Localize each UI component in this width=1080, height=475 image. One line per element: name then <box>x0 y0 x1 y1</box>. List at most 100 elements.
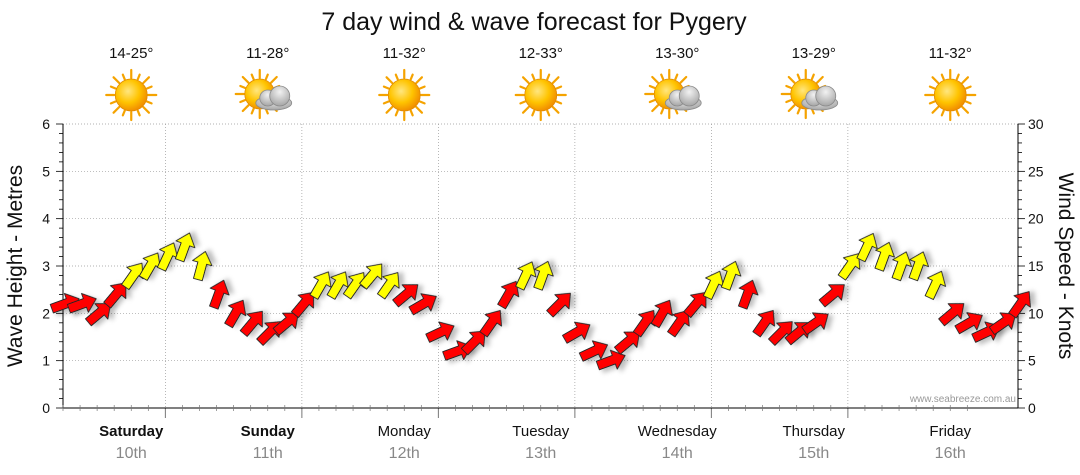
cloud-shape <box>664 85 702 111</box>
wind-arrow <box>856 233 878 263</box>
wind-arrow <box>801 312 829 335</box>
day-date: 16th <box>935 445 966 462</box>
day-header: 11-28° Sunday 11th <box>234 45 296 462</box>
day-name: Wednesday <box>638 423 717 440</box>
y2-tick-label: 15 <box>1028 258 1044 274</box>
wind-arrow <box>533 260 554 291</box>
wind-arrow <box>209 279 230 310</box>
day-header: 14-25° Saturday 10th <box>99 45 164 462</box>
wind-arrow <box>425 321 455 343</box>
y-tick-label: 4 <box>42 211 50 227</box>
day-temperature: 11-32° <box>929 45 972 62</box>
day-temperature: 11-32° <box>383 45 426 62</box>
wind-arrow <box>272 312 299 336</box>
wind-arrow <box>359 263 383 290</box>
wind-arrow <box>683 291 707 318</box>
y-tick-label: 3 <box>42 258 50 274</box>
day-name: Sunday <box>241 423 296 440</box>
wind-arrow <box>924 270 946 300</box>
day-header: 12-33° Tuesday 13th <box>512 45 569 462</box>
wind-arrow <box>562 321 591 344</box>
day-name: Saturday <box>99 423 164 440</box>
day-headers: 14-25° Saturday 10th 11-28° Sunday 11th 11-32°… <box>99 45 977 462</box>
day-temperature: 14-25° <box>109 45 153 62</box>
y-tick-label: 5 <box>42 163 50 179</box>
day-temperature: 13-29° <box>792 45 836 62</box>
y-tick-label: 2 <box>42 305 50 321</box>
y2-tick-label: 30 <box>1028 116 1044 132</box>
sun-icon <box>105 68 158 122</box>
day-header: 11-32° Monday 12th <box>378 45 432 462</box>
wind-arrow <box>291 291 314 318</box>
chart-title: 7 day wind & wave forecast for Pygery <box>321 8 747 36</box>
wind-arrow <box>720 260 742 291</box>
wind-arrow <box>908 251 929 282</box>
day-header: 13-30° Wednesday 14th <box>638 45 717 462</box>
sun-rays <box>924 68 977 122</box>
wind-arrow <box>738 279 759 310</box>
y-tick-label: 6 <box>42 116 50 132</box>
sun-rays <box>378 68 431 122</box>
sun-icon <box>514 68 567 122</box>
wind-arrow <box>392 284 419 308</box>
wind-arrow <box>309 271 332 300</box>
y2-tick-label: 25 <box>1028 163 1044 179</box>
wind-arrow <box>752 310 775 338</box>
wind-arrow <box>174 232 196 263</box>
wind-arrow <box>818 284 845 308</box>
day-name: Tuesday <box>512 423 569 440</box>
wind-arrow <box>667 310 690 338</box>
day-temperature: 13-30° <box>655 45 699 62</box>
y-tick-label: 0 <box>42 400 50 416</box>
day-temperature: 12-33° <box>519 45 563 62</box>
wind-arrow <box>497 280 520 310</box>
wind-arrow <box>1008 291 1031 319</box>
day-name: Friday <box>929 423 971 440</box>
wind-arrow <box>874 241 895 272</box>
day-header: 11-32° Friday 16th <box>924 45 977 462</box>
cloud-shape <box>255 85 293 111</box>
wind-arrow <box>578 340 608 362</box>
y2-tick-label: 0 <box>1028 400 1036 416</box>
day-date: 10th <box>116 445 147 462</box>
wind-arrow <box>938 303 965 327</box>
sun-rays <box>514 68 567 122</box>
sun-icon <box>924 68 977 122</box>
sun-cloud-icon <box>780 68 839 120</box>
wind-arrow <box>768 321 793 346</box>
y2-axis-label: Wind Speed - Knots <box>1054 173 1077 360</box>
wind-arrow <box>837 253 861 281</box>
wind-arrow <box>614 331 641 355</box>
wind-arrow <box>479 310 502 338</box>
wind-arrow <box>460 330 486 356</box>
wind-arrow <box>103 282 127 309</box>
y2-tick-label: 10 <box>1028 305 1044 321</box>
wind-arrow <box>85 303 112 327</box>
wind-arrow <box>891 251 912 282</box>
wind-arrow <box>595 349 626 371</box>
wind-arrow <box>650 299 673 329</box>
y2-tick-label: 20 <box>1028 211 1044 227</box>
wind-arrow <box>224 299 247 329</box>
watermark: www.seabreeze.com.au <box>909 394 1016 405</box>
day-date: 11th <box>253 445 283 462</box>
wind-arrow <box>192 251 213 282</box>
wind-arrow <box>66 293 97 314</box>
wind-arrow <box>377 272 400 300</box>
wind-arrow <box>138 252 161 281</box>
day-temperature: 11-28° <box>246 45 289 62</box>
day-name: Monday <box>378 423 432 440</box>
wind-arrow <box>988 312 1017 335</box>
wind-arrow <box>954 312 983 335</box>
sun-cloud-icon <box>234 68 293 120</box>
day-date: 14th <box>662 445 693 462</box>
wind-arrow <box>408 293 437 316</box>
sun-rays <box>105 68 158 122</box>
wind-arrow <box>702 270 725 300</box>
wind-arrow <box>156 242 179 272</box>
y-axis-label: Wave Height - Metres <box>4 165 27 367</box>
y-tick-label: 1 <box>42 353 50 369</box>
y2-tick-label: 5 <box>1028 353 1036 369</box>
wind-arrows <box>49 232 1031 371</box>
